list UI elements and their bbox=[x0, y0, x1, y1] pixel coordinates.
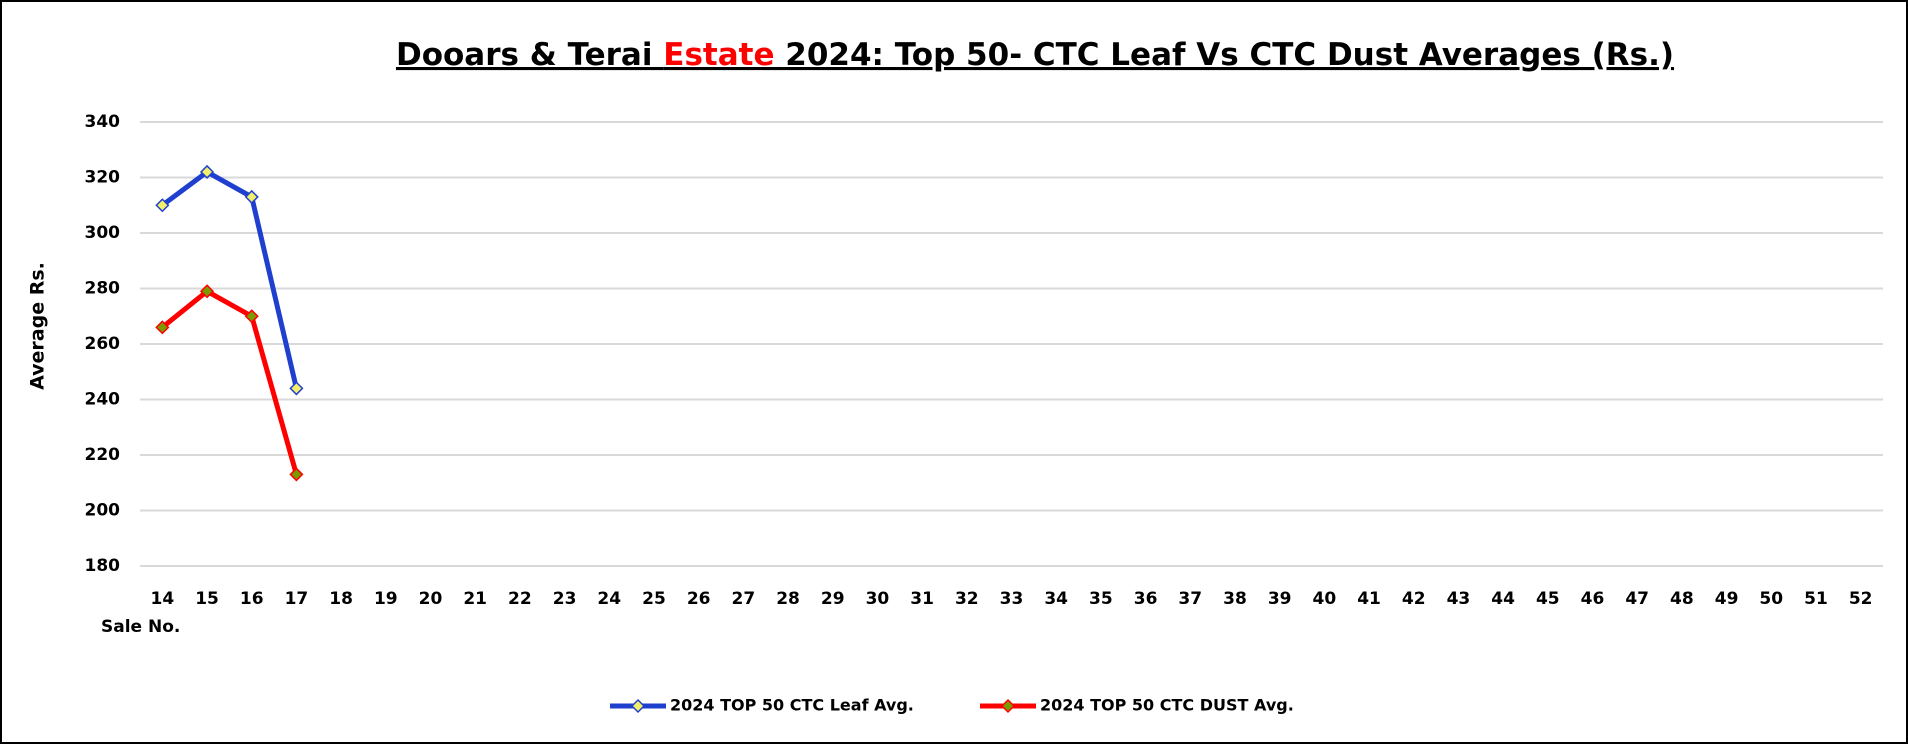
x-tick-label: 30 bbox=[866, 589, 890, 609]
title-part: Dooars & Terai bbox=[396, 37, 663, 73]
series-line bbox=[160, 169, 299, 389]
x-tick-label: 42 bbox=[1402, 589, 1426, 609]
x-tick-label: 37 bbox=[1178, 589, 1202, 609]
marker bbox=[289, 467, 304, 482]
x-tick-label: 18 bbox=[329, 589, 353, 609]
x-tick-label: 14 bbox=[151, 589, 175, 609]
legend-label: 2024 TOP 50 CTC DUST Avg. bbox=[1040, 696, 1294, 715]
x-tick-label: 40 bbox=[1313, 589, 1337, 609]
y-tick-label: 340 bbox=[85, 112, 121, 132]
x-axis-label: Sale No. bbox=[101, 617, 180, 637]
x-tick-label: 21 bbox=[463, 589, 487, 609]
y-tick-label: 220 bbox=[85, 445, 121, 465]
y-tick-label: 300 bbox=[85, 223, 121, 243]
x-tick-label: 31 bbox=[910, 589, 934, 609]
x-tick-label: 39 bbox=[1268, 589, 1292, 609]
marker bbox=[244, 189, 259, 204]
title-part: Estate bbox=[663, 37, 774, 73]
legend-label: 2024 TOP 50 CTC Leaf Avg. bbox=[670, 696, 914, 715]
x-tick-label: 47 bbox=[1625, 589, 1649, 609]
title-part: 2024: Top 50- CTC Leaf Vs CTC Dust Avera… bbox=[774, 37, 1674, 73]
x-tick-label: 23 bbox=[553, 589, 577, 609]
x-tick-label: 35 bbox=[1089, 589, 1113, 609]
x-tick-label: 41 bbox=[1357, 589, 1381, 609]
x-tick-label: 16 bbox=[240, 589, 264, 609]
marker bbox=[199, 284, 215, 299]
x-tick-label: 25 bbox=[642, 589, 666, 609]
x-tick-label: 34 bbox=[1044, 589, 1068, 609]
x-tick-label: 52 bbox=[1849, 589, 1873, 609]
y-tick-label: 280 bbox=[85, 279, 121, 299]
y-axis-label: Average Rs. bbox=[27, 262, 49, 390]
x-tick-label: 28 bbox=[776, 589, 800, 609]
series-line bbox=[160, 288, 299, 476]
y-tick-label: 240 bbox=[85, 390, 121, 410]
x-tick-label: 26 bbox=[687, 589, 711, 609]
x-tick-label: 36 bbox=[1134, 589, 1158, 609]
y-tick-label: 260 bbox=[85, 334, 121, 354]
x-tick-label: 50 bbox=[1759, 589, 1783, 609]
x-tick-label: 38 bbox=[1223, 589, 1247, 609]
y-tick-label: 200 bbox=[85, 501, 121, 521]
x-tick-label: 46 bbox=[1581, 589, 1605, 609]
marker bbox=[199, 164, 215, 180]
x-tick-label: 20 bbox=[419, 589, 443, 609]
x-tick-label: 32 bbox=[955, 589, 979, 609]
marker bbox=[289, 381, 304, 396]
legend-marker bbox=[630, 698, 646, 714]
x-tick-label: 17 bbox=[285, 589, 309, 609]
y-tick-label: 320 bbox=[85, 168, 121, 188]
chart-title: Dooars & Terai Estate 2024: Top 50- CTC … bbox=[396, 37, 1674, 73]
marker bbox=[155, 198, 170, 213]
x-tick-label: 33 bbox=[1000, 589, 1024, 609]
x-tick-label: 22 bbox=[508, 589, 532, 609]
x-tick-label: 15 bbox=[195, 589, 219, 609]
x-tick-label: 29 bbox=[821, 589, 845, 609]
x-tick-label: 45 bbox=[1536, 589, 1560, 609]
x-tick-label: 48 bbox=[1670, 589, 1694, 609]
y-tick-label: 180 bbox=[85, 556, 121, 576]
x-tick-label: 24 bbox=[597, 589, 621, 609]
x-tick-label: 43 bbox=[1447, 589, 1471, 609]
legend-marker bbox=[1000, 698, 1016, 714]
x-tick-label: 19 bbox=[374, 589, 398, 609]
marker bbox=[244, 309, 259, 324]
x-tick-label: 44 bbox=[1491, 589, 1515, 609]
marker bbox=[155, 320, 170, 335]
x-tick-label: 27 bbox=[732, 589, 756, 609]
x-tick-label: 49 bbox=[1715, 589, 1739, 609]
x-tick-label: 51 bbox=[1804, 589, 1828, 609]
